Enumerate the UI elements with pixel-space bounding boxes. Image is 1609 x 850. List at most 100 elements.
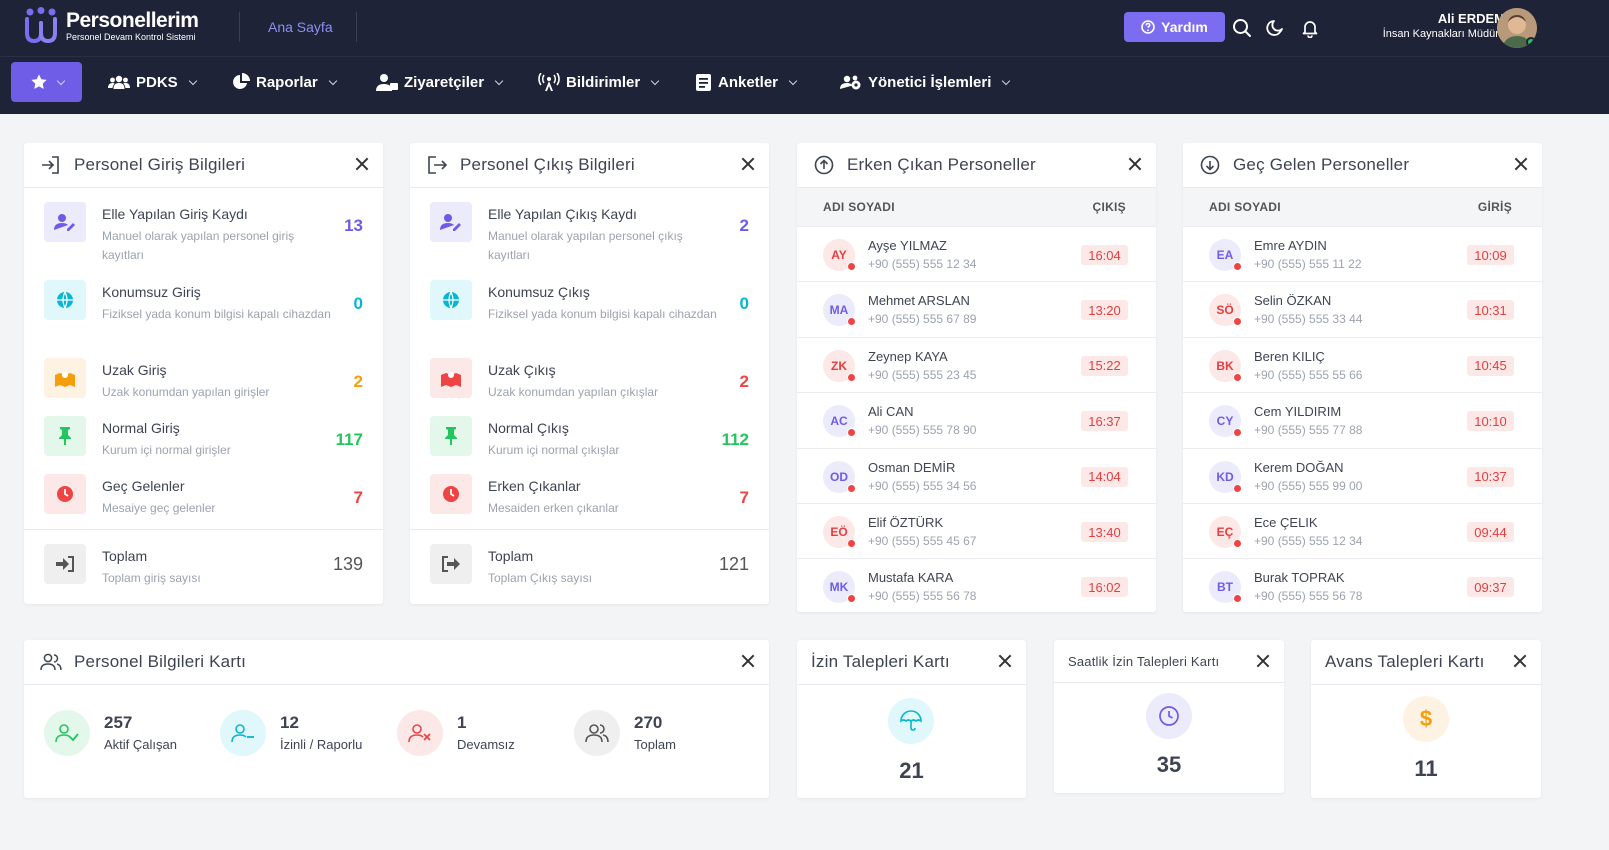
close-icon[interactable] — [998, 654, 1012, 668]
map-marker-icon — [44, 358, 86, 398]
favorites-button[interactable] — [11, 62, 82, 102]
list-item[interactable]: Normal Giriş Kurum içi normal girişler 1… — [44, 416, 363, 468]
table-row[interactable]: KD Kerem DOĞAN +90 (555) 555 99 00 10:37 — [1183, 447, 1542, 503]
chevron-down-icon — [788, 76, 798, 85]
table-row[interactable]: BK Beren KILIÇ +90 (555) 555 55 66 10:45 — [1183, 336, 1542, 392]
initials-avatar: KD — [1209, 460, 1242, 493]
help-button[interactable]: Yardım — [1124, 12, 1225, 42]
close-icon[interactable] — [1514, 157, 1528, 171]
user-avatar[interactable] — [1497, 8, 1537, 48]
sign-out-alt-icon — [430, 544, 472, 584]
list-item[interactable]: Uzak Giriş Uzak konumdan yapılan girişle… — [44, 358, 363, 410]
table-row[interactable]: EÖ Elif ÖZTÜRK +90 (555) 555 45 67 13:40 — [797, 503, 1156, 558]
menu-item-label: Ziyaretçiler — [404, 73, 485, 91]
user-info[interactable]: Ali ERDEM İnsan Kaynakları Müdürü — [1383, 10, 1505, 41]
home-link[interactable]: Ana Sayfa — [268, 19, 333, 35]
card-title: Personel Giriş Bilgileri — [74, 155, 246, 174]
person-name: Ayşe YILMAZ — [868, 238, 947, 253]
notification-bell-icon[interactable] — [1299, 17, 1321, 39]
menu-item-yonetici-islemleri[interactable]: Yönetici İşlemleri — [840, 73, 1011, 91]
avatar-initials: MK — [829, 580, 849, 595]
late-comers-card: Geç Gelen Personeller ADI SOYADI GİRİŞ E… — [1183, 143, 1542, 612]
globe-icon — [44, 280, 86, 320]
menu-item-label: Yönetici İşlemleri — [868, 73, 992, 91]
manual-entry-icon — [44, 202, 86, 242]
staff-info-card: Personel Bilgileri Kartı 257 Aktif Çalış… — [24, 640, 769, 798]
app-logo[interactable]: Personellerim Personel Devam Kontrol Sis… — [24, 5, 199, 47]
list-item[interactable]: Geç Gelenler Mesaiye geç gelenler 7 — [44, 474, 363, 526]
table-row[interactable]: MA Mehmet ARSLAN +90 (555) 555 67 89 13:20 — [797, 281, 1156, 336]
close-icon[interactable] — [1128, 157, 1142, 171]
menu-item-raporlar[interactable]: Raporlar — [232, 73, 337, 91]
card-header: Geç Gelen Personeller — [1183, 143, 1542, 188]
avatar-initials: EÇ — [1216, 525, 1234, 539]
table-row[interactable]: MK Mustafa KARA +90 (555) 555 56 78 16:02 — [797, 558, 1156, 612]
menu-item-anketler[interactable]: Anketler — [696, 73, 798, 91]
close-icon[interactable] — [355, 157, 369, 171]
admin-icon — [840, 75, 861, 90]
stat-label: Toplam — [634, 737, 676, 752]
menu-item-pdks[interactable]: PDKS — [108, 73, 197, 91]
table-row[interactable]: EA Emre AYDIN +90 (555) 555 11 22 10:09 — [1183, 226, 1542, 281]
card-title: Personel Çıkış Bilgileri — [460, 155, 635, 174]
status-dot — [847, 317, 856, 327]
table-row[interactable]: AC Ali CAN +90 (555) 555 78 90 16:37 — [797, 392, 1156, 447]
status-dot — [847, 483, 856, 493]
table-header: ADI SOYADI GİRİŞ — [1183, 188, 1542, 226]
person-phone: +90 (555) 555 12 34 — [868, 257, 977, 271]
menu-item-bildirimler[interactable]: Bildirimler — [538, 73, 660, 91]
sign-in-alt-icon — [44, 544, 86, 584]
arrow-circle-up-icon — [813, 154, 835, 176]
visitor-icon — [376, 74, 398, 91]
list-item[interactable]: Konumsuz Çıkış Fiziksel yada konum bilgi… — [430, 280, 749, 332]
row-title: Normal Çıkış — [488, 420, 569, 436]
table-row[interactable]: EÇ Ece ÇELIK +90 (555) 555 12 34 09:44 — [1183, 503, 1542, 558]
list-item[interactable]: Normal Çıkış Kurum içi normal çıkışlar 1… — [430, 416, 749, 468]
person-phone: +90 (555) 555 78 90 — [868, 423, 977, 438]
status-dot — [1233, 317, 1242, 327]
status-dot — [847, 372, 856, 382]
list-item[interactable]: Konumsuz Giriş Fiziksel yada konum bilgi… — [44, 280, 363, 332]
table-row[interactable]: SÖ Selin ÖZKAN +90 (555) 555 33 44 10:31 — [1183, 281, 1542, 336]
table-row[interactable]: ZK Zeynep KAYA +90 (555) 555 23 45 15:22 — [797, 336, 1156, 392]
avatar-initials: KD — [1216, 469, 1234, 484]
avatar-initials: EA — [1216, 248, 1234, 262]
map-marker-icon — [430, 358, 472, 398]
person-name: Kerem DOĞAN — [1254, 459, 1344, 475]
menu-item-label: Bildirimler — [566, 73, 641, 91]
help-icon — [1141, 20, 1155, 34]
row-value: 112 — [721, 430, 749, 449]
table-row[interactable]: BT Burak TOPRAK +90 (555) 555 56 78 09:37 — [1183, 558, 1542, 612]
close-icon[interactable] — [741, 157, 755, 171]
list-item[interactable]: Elle Yapılan Çıkış Kaydı Manuel olarak y… — [430, 202, 749, 262]
search-icon[interactable] — [1231, 17, 1253, 39]
early-leavers-card: Erken Çıkan Personeller ADI SOYADI ÇIKIŞ… — [797, 143, 1156, 612]
dark-mode-icon[interactable] — [1265, 17, 1287, 39]
list-item[interactable]: Elle Yapılan Giriş Kaydı Manuel olarak y… — [44, 202, 363, 262]
row-subtitle: Fiziksel yada konum bilgisi kapalı cihaz… — [102, 307, 331, 321]
chevron-down-icon — [328, 76, 337, 85]
globe-icon — [430, 280, 472, 320]
advance-requests-card: Avans Talepleri Kartı $ 11 — [1311, 640, 1541, 798]
close-icon[interactable] — [1513, 654, 1527, 668]
table-row[interactable]: AY Ayşe YILMAZ +90 (555) 555 12 34 16:04 — [797, 226, 1156, 281]
menu-item-label: Raporlar — [256, 73, 318, 91]
online-status-dot — [1526, 37, 1536, 47]
table-row[interactable]: CY Cem YILDIRIM +90 (555) 555 77 88 10:10 — [1183, 392, 1542, 447]
person-phone: +90 (555) 555 56 78 — [1254, 589, 1363, 604]
time-badge: 09:37 — [1467, 577, 1514, 598]
menu-item-ziyaretciler[interactable]: Ziyaretçiler — [376, 73, 504, 91]
close-icon[interactable] — [741, 654, 755, 668]
row-value: 7 — [353, 488, 363, 507]
person-name: Mehmet ARSLAN — [868, 293, 970, 309]
row-subtitle: Manuel olarak yapılan personel giriş kay… — [102, 229, 295, 262]
close-icon[interactable] — [1256, 654, 1270, 668]
clock-icon — [430, 474, 472, 514]
status-dot — [847, 428, 856, 438]
divider — [410, 529, 769, 530]
table-row[interactable]: OD Osman DEMİR +90 (555) 555 34 56 14:04 — [797, 447, 1156, 503]
list-item[interactable]: Erken Çıkanlar Mesaiden erken çıkanlar 7 — [430, 474, 749, 526]
row-subtitle: Mesaiye geç gelenler — [102, 501, 216, 515]
row-title: Uzak Çıkış — [488, 362, 556, 378]
list-item[interactable]: Uzak Çıkış Uzak konumdan yapılan çıkışla… — [430, 358, 749, 410]
